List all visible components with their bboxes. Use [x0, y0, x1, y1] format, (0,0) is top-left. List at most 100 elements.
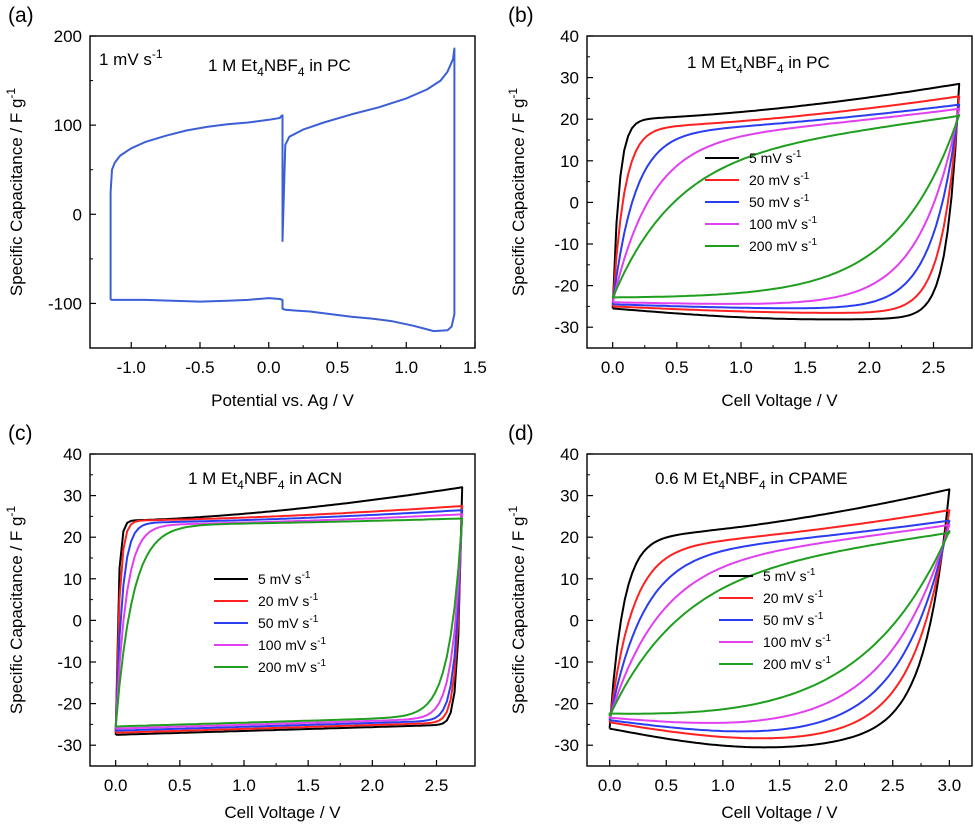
- legend-label-3: 50 mV s-1: [258, 614, 319, 631]
- legend-label-sup: -1: [800, 193, 809, 204]
- legend-label-sup: -1: [808, 215, 817, 226]
- x-tick-label: 3.0: [938, 776, 962, 795]
- x-tick-label: 2.0: [858, 358, 882, 377]
- legend-label-text: 50 mV s: [749, 194, 800, 210]
- plot-frame: [89, 453, 476, 767]
- series-group: [608, 488, 951, 749]
- y-tick-label: 40: [560, 445, 579, 464]
- chart-panel-3: (c) 0.0 0.5 1.0 1.5 2.0 2.5 -30 -20 -10 0 10 20 30 40 C…: [4, 422, 476, 822]
- series-line-5: [114, 517, 464, 728]
- x-tick-label: 1.5: [793, 358, 817, 377]
- y-axis-label-main: Specific Capacitance / F g: [509, 99, 528, 296]
- y-axis-label-sup: -1: [506, 88, 520, 99]
- y-axis-label: Specific Capacitance / F g-1: [4, 88, 26, 296]
- legend-label-4: 100 mV s-1: [749, 215, 817, 232]
- y-axis-label-main: Specific Capacitance / F g: [7, 99, 26, 296]
- title-text: 0.6 M Et: [655, 469, 719, 488]
- legend-label-1: 5 mV s-1: [258, 570, 311, 587]
- legend-label-sup: -1: [814, 611, 823, 622]
- y-tick-label: -30: [554, 736, 579, 755]
- legend-label-text: 100 mV s: [749, 216, 808, 232]
- title-subscript: 4: [257, 65, 264, 79]
- legend-label-text: 200 mV s: [258, 659, 317, 675]
- y-tick-label: 10: [63, 570, 82, 589]
- x-tick-label: 0.5: [168, 776, 192, 795]
- title-subscript: 4: [278, 478, 285, 492]
- x-tick-label: 1.5: [768, 776, 792, 795]
- legend-label-sup: -1: [800, 171, 809, 182]
- series-line-3: [608, 519, 951, 733]
- y-tick-label: -20: [554, 695, 579, 714]
- series-group: [109, 47, 456, 333]
- scan-rate-text: 1 mV s: [99, 50, 152, 69]
- legend-label-sup: -1: [808, 237, 817, 248]
- legend-label-text: 200 mV s: [749, 238, 808, 254]
- x-tick-label: 2.5: [922, 358, 946, 377]
- x-axis-label: Cell Voltage / V: [721, 391, 838, 410]
- series-line-5: [611, 114, 961, 299]
- y-axis-label: Specific Capacitance / F g-1: [506, 506, 528, 714]
- y-tick-label: 10: [560, 570, 579, 589]
- panel-label: (a): [8, 4, 34, 27]
- y-tick-label: 30: [560, 487, 579, 506]
- y-tick-label: 30: [63, 487, 82, 506]
- series-line-1: [114, 486, 464, 736]
- legend-label-2: 20 mV s-1: [258, 592, 319, 609]
- y-tick-label: 20: [560, 528, 579, 547]
- legend-label-sup: -1: [807, 567, 816, 578]
- legend-label-1: 5 mV s-1: [763, 567, 816, 584]
- legend-label-2: 20 mV s-1: [749, 171, 810, 188]
- title-subscript: 4: [718, 478, 725, 492]
- x-tick-label: 0.5: [654, 776, 678, 795]
- legend-label-sup: -1: [822, 633, 831, 644]
- y-tick-label: 40: [560, 27, 579, 46]
- y-tick-label: 20: [560, 110, 579, 129]
- x-axis-label: Cell Voltage / V: [721, 803, 838, 822]
- title-text: 1 M Et: [687, 53, 736, 72]
- y-tick-label: 0: [73, 205, 82, 224]
- legend-label-1: 5 mV s-1: [749, 149, 802, 166]
- legend-label-text: 20 mV s: [763, 590, 814, 606]
- title-text: NBF: [264, 56, 298, 75]
- x-tick-label: 0.5: [326, 358, 350, 377]
- legend-label-5: 200 mV s-1: [258, 658, 326, 675]
- legend-label-sup: -1: [317, 658, 326, 669]
- x-tick-label: 1.0: [729, 358, 753, 377]
- y-tick-label: -30: [57, 736, 82, 755]
- y-tick-label: 200: [54, 27, 82, 46]
- x-tick-label: -0.5: [185, 358, 214, 377]
- y-tick-label: -30: [554, 318, 579, 337]
- x-tick-label: 1.0: [232, 776, 256, 795]
- y-axis-label: Specific Capacitance / F g-1: [4, 506, 26, 714]
- y-tick-label: 40: [63, 445, 82, 464]
- plot-annotation-title: 1 M Et4NBF4 in PC: [208, 56, 351, 79]
- y-axis-label-sup: -1: [4, 88, 18, 99]
- legend-label-4: 100 mV s-1: [763, 633, 831, 650]
- legend-label-text: 50 mV s: [763, 612, 814, 628]
- y-axis-label-sup: -1: [506, 506, 520, 517]
- x-tick-label: 0.0: [257, 358, 281, 377]
- legend-label-text: 5 mV s: [749, 150, 793, 166]
- x-tick-label: -1.0: [117, 358, 146, 377]
- title-subscript: 4: [237, 478, 244, 492]
- title-subscript: 4: [736, 62, 743, 76]
- panel-label: (d): [508, 422, 534, 445]
- title-text: in ACN: [285, 469, 343, 488]
- y-axis-label-main: Specific Capacitance / F g: [7, 517, 26, 714]
- scan-rate-sup: -1: [152, 47, 163, 61]
- title-text: NBF: [743, 53, 777, 72]
- x-tick-label: 1.5: [463, 358, 487, 377]
- y-axis-label-main: Specific Capacitance / F g: [509, 517, 528, 714]
- legend-label-text: 200 mV s: [763, 656, 822, 672]
- panel-label: (c): [8, 422, 33, 445]
- legend-label-sup: -1: [309, 592, 318, 603]
- x-axis-label: Cell Voltage / V: [224, 803, 341, 822]
- title-text: NBF: [244, 469, 278, 488]
- plot-frame: [586, 35, 973, 349]
- y-tick-label: -20: [57, 695, 82, 714]
- title-text: in PC: [305, 56, 351, 75]
- y-axis-label: Specific Capacitance / F g-1: [506, 88, 528, 296]
- legend-label-text: 5 mV s: [763, 568, 807, 584]
